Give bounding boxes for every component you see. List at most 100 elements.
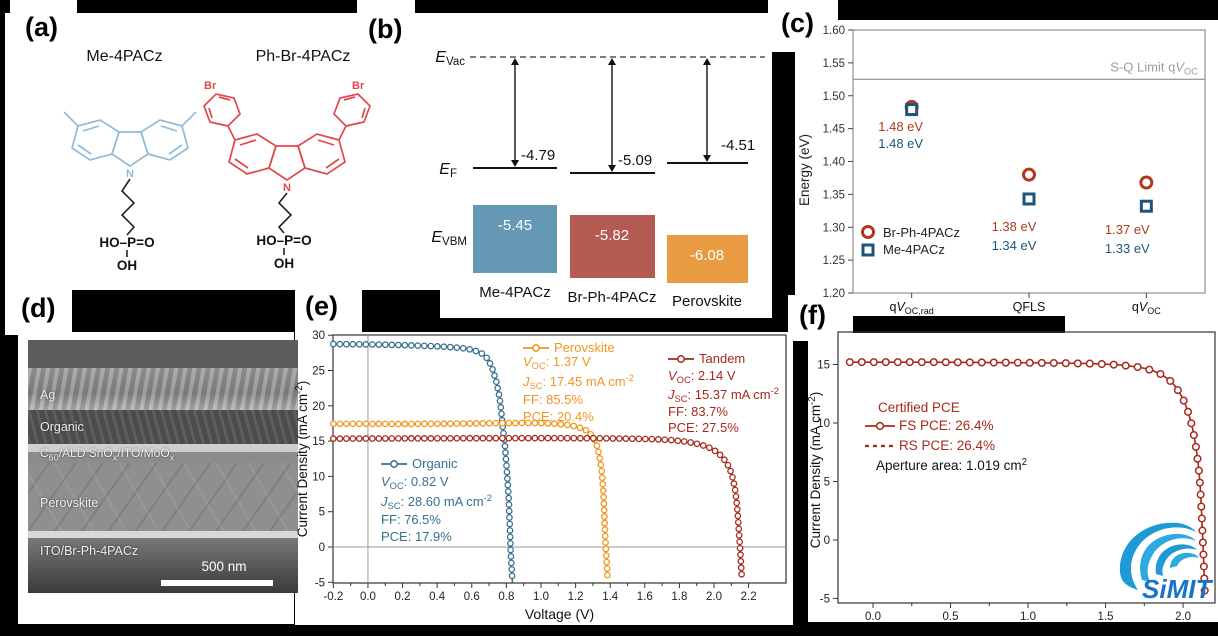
svg-text:25: 25 [312, 366, 325, 378]
svg-text:2.0: 2.0 [1175, 611, 1191, 623]
panel-b-bottom [440, 290, 772, 318]
carbazole-rings [63, 111, 197, 168]
svg-text:0.5: 0.5 [943, 611, 959, 623]
sem-label-ag: Ag [40, 388, 56, 402]
svg-text:2.2: 2.2 [741, 591, 757, 603]
svg-text:1.5: 1.5 [1098, 611, 1114, 623]
svg-text:JSC: 28.60 mA cm-2: JSC: 28.60 mA cm-2 [380, 493, 492, 511]
sem-layer-ag-texture [28, 368, 298, 410]
svg-text:-4.79: -4.79 [521, 147, 555, 164]
sem-label-organic: Organic [40, 420, 84, 434]
alkyl-chain [277, 192, 293, 255]
svg-text:-6.08: -6.08 [690, 247, 724, 264]
svg-text:VOC: 2.14 V: VOC: 2.14 V [668, 368, 736, 385]
svg-text:JSC: 17.45 mA cm-2: JSC: 17.45 mA cm-2 [522, 373, 634, 391]
panel-e-tab [295, 287, 362, 335]
sem-layer-organic [28, 410, 298, 444]
svg-text:1.6: 1.6 [637, 591, 653, 603]
sem-scale-label: 500 nm [201, 559, 247, 574]
sem-layer-ito-moox [28, 452, 298, 463]
svg-text:1.0: 1.0 [1020, 611, 1036, 623]
sem-layer-perovskite-grains [28, 463, 298, 531]
svg-text:FF: 76.5%: FF: 76.5% [381, 512, 441, 527]
svg-text:Energy (eV): Energy (eV) [797, 134, 812, 206]
svg-text:Current Density (mA cm-2): Current Density (mA cm-2) [294, 381, 310, 537]
phosphonic-acid-label: HO–P=O [99, 235, 154, 250]
panel-d-letter: (d) [21, 293, 56, 323]
svg-text:1.37 eV: 1.37 eV [1105, 222, 1150, 237]
molecule-title-me4pacz: Me-4PACz [86, 48, 163, 65]
simit-swoosh-icon [1119, 522, 1199, 590]
svg-text:QFLS: QFLS [1013, 300, 1046, 314]
svg-text:Certified PCE: Certified PCE [878, 400, 960, 415]
simit-logo-text: SiMIT [1142, 574, 1213, 604]
decor-black-bar [853, 316, 1065, 333]
svg-text:1.20: 1.20 [823, 288, 845, 300]
sem-image: Ag Organic C60/ALD SnOx/ITO/MoOx Perovsk… [28, 340, 298, 593]
panel-b-letter: (b) [368, 14, 403, 44]
sem-layer-ag [28, 368, 298, 410]
svg-text:-0.2: -0.2 [323, 591, 343, 603]
svg-text:10: 10 [817, 418, 830, 430]
svg-text:Perovskite: Perovskite [554, 340, 615, 355]
svg-text:1.48 eV: 1.48 eV [878, 136, 923, 151]
svg-text:20: 20 [312, 401, 325, 413]
svg-text:Organic: Organic [412, 456, 458, 471]
svg-text:JSC: 15.37 mA cm-2: JSC: 15.37 mA cm-2 [667, 386, 779, 404]
svg-text:FF: 85.5%: FF: 85.5% [523, 392, 583, 407]
molecule-structure-me4pacz: N HO–P=O OH [63, 111, 197, 273]
molecule-title-phbr4pacz: Ph-Br-4PACz [255, 48, 351, 65]
svg-text:1.25: 1.25 [823, 255, 845, 267]
nitrogen-label: N [126, 168, 134, 180]
svg-text:1.33 eV: 1.33 eV [1105, 241, 1150, 256]
svg-text:0.0: 0.0 [360, 591, 376, 603]
svg-text:10: 10 [312, 471, 325, 483]
svg-text:Br-Ph-4PACz: Br-Ph-4PACz [883, 225, 960, 240]
panel-f-letter: (f) [799, 300, 826, 330]
svg-text:Me-4PACz: Me-4PACz [883, 242, 945, 257]
svg-text:qVOC,rad: qVOC,rad [890, 300, 934, 316]
svg-text:1.45: 1.45 [823, 124, 845, 136]
svg-text:1.48 eV: 1.48 eV [878, 119, 923, 134]
svg-text:Perovskite: Perovskite [672, 293, 742, 310]
svg-text:RS PCE: 26.4%: RS PCE: 26.4% [899, 438, 995, 453]
svg-text:1.34 eV: 1.34 eV [992, 238, 1037, 253]
panel-a-tab [10, 0, 77, 15]
svg-text:1.4: 1.4 [602, 591, 619, 603]
svg-text:5: 5 [824, 476, 830, 488]
simit-logo: SiMIT [1119, 522, 1213, 604]
svg-text:PCE: 17.9%: PCE: 17.9% [381, 529, 452, 544]
sem-layer-perovskite [28, 463, 298, 531]
svg-text:0: 0 [824, 535, 830, 547]
br-label-right: Br [352, 80, 365, 92]
svg-text:VOC: 0.82 V: VOC: 0.82 V [381, 474, 449, 491]
svg-text:PCE: 27.5%: PCE: 27.5% [668, 420, 739, 435]
svg-text:0.2: 0.2 [395, 591, 411, 603]
jv-curves-chart: -0.2 0.0 0.2 0.4 0.6 0.8 1.0 1.2 1.4 1.6 1.8 2.0 2.2… [294, 330, 787, 622]
sem-layer-top [28, 340, 298, 368]
svg-text:1.50: 1.50 [823, 91, 845, 103]
svg-text:Br-Ph-4PACz: Br-Ph-4PACz [568, 289, 657, 306]
svg-text:-5: -5 [315, 577, 325, 589]
svg-text:0.0: 0.0 [865, 611, 881, 623]
svg-text:-5.09: -5.09 [618, 152, 652, 169]
svg-text:EVBM: EVBM [431, 229, 467, 248]
svg-text:Aperture area: 1.019 cm2: Aperture area: 1.019 cm2 [876, 457, 1027, 473]
svg-text:Tandem: Tandem [699, 351, 745, 366]
alkyl-chain [120, 178, 136, 257]
svg-text:1.55: 1.55 [823, 58, 845, 70]
br-label-left: Br [204, 80, 217, 92]
svg-text:1.35: 1.35 [823, 189, 845, 201]
svg-text:0: 0 [319, 542, 325, 554]
svg-text:-5.82: -5.82 [595, 227, 629, 244]
carbazole-rings [203, 93, 371, 182]
panel-f-background [808, 330, 1218, 622]
panel-b-tab [357, 0, 415, 15]
svg-text:1.8: 1.8 [671, 591, 687, 603]
panel-e-letter: (e) [305, 291, 338, 321]
svg-text:30: 30 [312, 330, 325, 342]
svg-text:FF: 83.7%: FF: 83.7% [668, 404, 728, 419]
svg-text:qVOC: qVOC [1132, 300, 1161, 316]
sem-layer-organic-texture [28, 410, 298, 444]
svg-text:1.38 eV: 1.38 eV [992, 219, 1037, 234]
